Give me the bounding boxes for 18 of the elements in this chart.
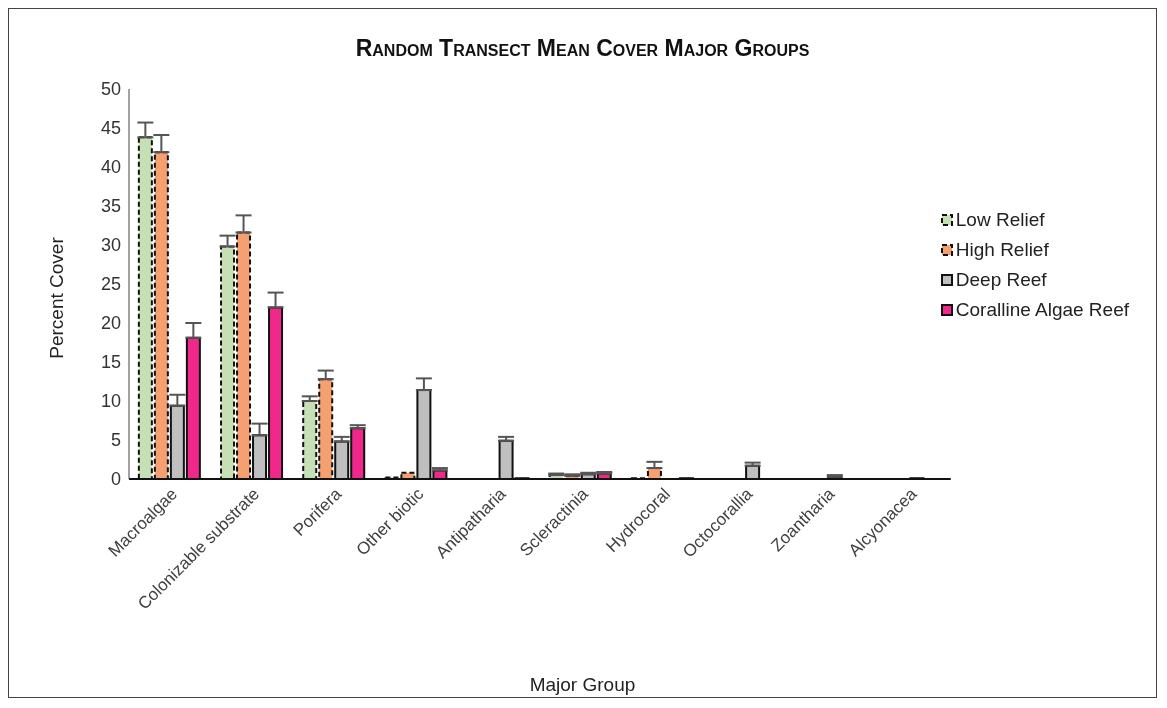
y-tick-label: 10: [100, 391, 121, 412]
chart-title: Random Transect Mean Cover Major Groups: [354, 35, 811, 62]
y-axis-title: Percent Cover: [46, 237, 68, 359]
legend-label: Coralline Algae Reef: [955, 299, 1129, 321]
legend-label: Low Relief: [955, 209, 1045, 231]
legend-label: High Relief: [955, 239, 1049, 261]
y-tick-label: 0: [110, 469, 121, 490]
y-tick-label: 15: [100, 352, 121, 373]
y-tick-label: 30: [100, 235, 121, 256]
legend-label: Deep Reef: [955, 269, 1047, 291]
x-axis-title: Major Group: [528, 674, 637, 696]
y-tick-label: 35: [100, 196, 121, 217]
y-tick-label: 40: [100, 157, 121, 178]
y-tick-label: 25: [100, 274, 121, 295]
y-tick-label: 45: [100, 118, 121, 139]
y-tick-label: 20: [100, 313, 121, 334]
y-tick-label: 5: [110, 430, 121, 451]
y-tick-label: 50: [100, 79, 121, 100]
